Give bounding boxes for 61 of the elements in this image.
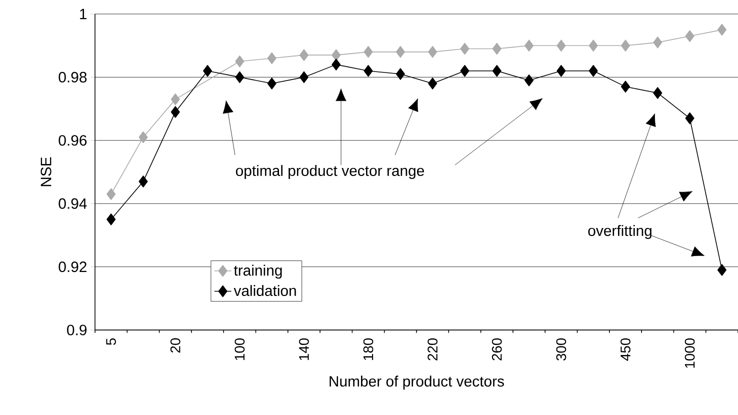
point xyxy=(170,93,180,106)
point xyxy=(653,36,662,48)
annotation: overfitting xyxy=(588,225,652,239)
y-tick-label: 0.9 xyxy=(67,324,87,336)
point xyxy=(170,106,180,118)
point xyxy=(588,64,598,77)
point xyxy=(396,68,405,80)
point xyxy=(492,42,502,55)
point xyxy=(620,80,630,93)
x-tick-label: 220 xyxy=(428,338,438,360)
point xyxy=(492,64,502,77)
point xyxy=(235,71,244,84)
point xyxy=(299,71,309,84)
y-tick-label: 1 xyxy=(80,8,86,20)
point xyxy=(138,131,148,144)
point xyxy=(106,188,116,200)
point xyxy=(106,214,116,226)
point xyxy=(396,46,405,58)
point xyxy=(460,64,470,77)
point xyxy=(588,40,598,52)
point xyxy=(524,74,534,86)
legend-label: training xyxy=(234,264,282,279)
legend-label: validation xyxy=(234,285,296,296)
x-tick-label: 20 xyxy=(170,338,180,353)
point xyxy=(428,46,438,58)
point xyxy=(203,64,212,77)
point xyxy=(138,176,148,188)
point xyxy=(364,46,373,58)
y-tick-label: 0.96 xyxy=(58,135,87,146)
x-tick-label: 140 xyxy=(299,338,309,360)
x-tick-label: 180 xyxy=(363,338,374,360)
point xyxy=(460,42,470,55)
point xyxy=(332,58,341,70)
point xyxy=(556,64,566,77)
point xyxy=(267,78,276,90)
point xyxy=(556,40,566,52)
point xyxy=(428,78,438,90)
point xyxy=(364,64,373,77)
point xyxy=(620,40,630,52)
point xyxy=(717,264,726,276)
annotation: optimal product vector range xyxy=(236,165,424,179)
x-tick-label: 5 xyxy=(106,338,116,345)
point xyxy=(267,52,276,64)
x-tick-label: 300 xyxy=(556,338,566,361)
point xyxy=(653,87,662,99)
y-tick-label: 0.98 xyxy=(58,72,87,82)
y-tick-label: 0.94 xyxy=(58,198,87,209)
x-tick-label: 100 xyxy=(234,338,245,360)
y-tick-label: 0.92 xyxy=(58,262,86,272)
y-axis-title: NSE xyxy=(40,157,52,186)
point xyxy=(685,30,694,42)
point xyxy=(524,40,534,52)
point xyxy=(717,24,726,36)
x-axis-title: Number of product vectors xyxy=(330,376,504,390)
x-tick-label: 1000 xyxy=(684,338,695,368)
point xyxy=(235,56,244,68)
point xyxy=(685,112,694,124)
point xyxy=(332,49,341,61)
point xyxy=(299,49,309,61)
x-tick-label: 260 xyxy=(492,338,502,360)
x-tick-label: 450 xyxy=(620,338,630,361)
